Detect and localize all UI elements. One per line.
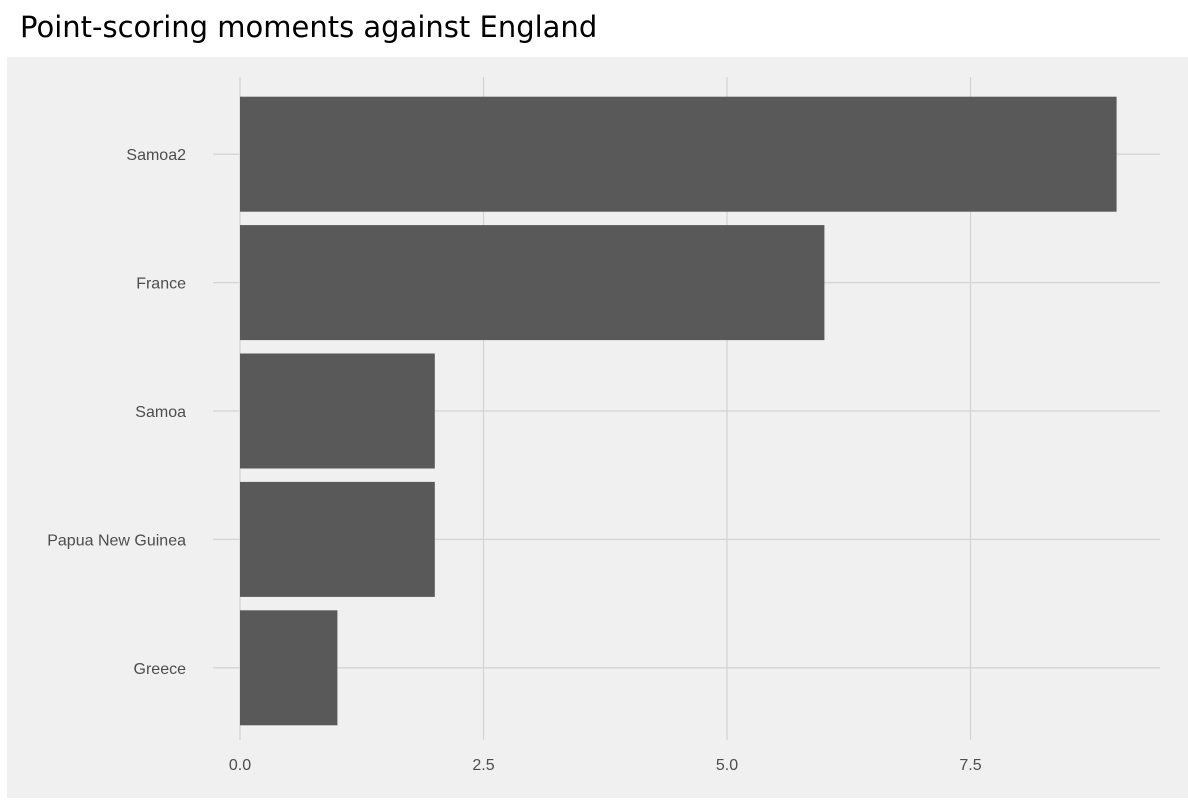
- x-tick-label: 7.5: [959, 757, 981, 774]
- y-category-label: France: [136, 276, 186, 293]
- y-category-label: Greece: [134, 661, 187, 678]
- y-category-label: Samoa: [135, 404, 186, 421]
- bar-layer: [240, 96, 1117, 726]
- bar: [240, 96, 1117, 212]
- y-category-label: Samoa2: [126, 147, 186, 164]
- x-tick-label: 5.0: [716, 757, 738, 774]
- x-tick-label: 2.5: [472, 757, 494, 774]
- y-category-label: Papua New Guinea: [47, 532, 186, 549]
- bar: [240, 225, 825, 341]
- bar: [240, 353, 435, 469]
- bar: [240, 610, 338, 726]
- bar: [240, 481, 435, 597]
- x-tick-label: 0.0: [229, 757, 251, 774]
- chart-title: Point-scoring moments against England: [20, 10, 598, 44]
- label-layer: 0.0 2.5 5.0 7.5 Samoa2 France Samoa Papua New G…: [47, 147, 981, 774]
